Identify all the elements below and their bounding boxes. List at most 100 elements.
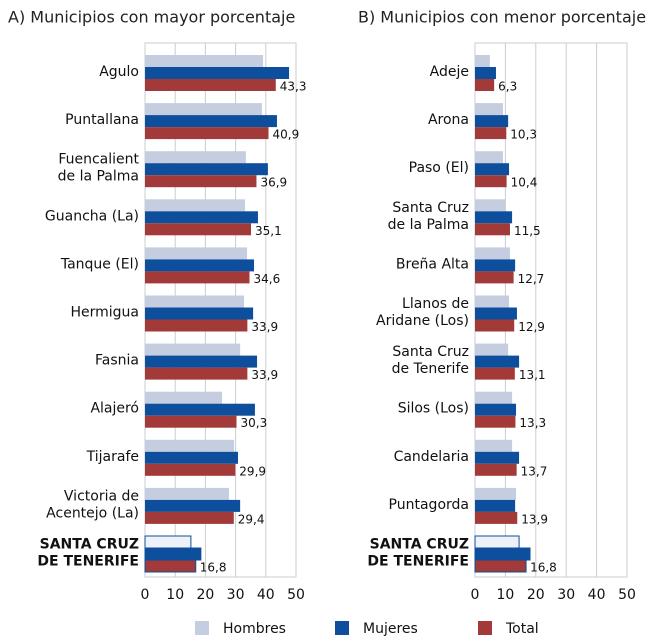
x-tick-label: 20 bbox=[196, 587, 214, 603]
bar bbox=[475, 511, 518, 524]
value-label: 16,8 bbox=[530, 561, 557, 575]
bar bbox=[475, 403, 517, 416]
bar bbox=[145, 115, 277, 128]
category-label: Silos (Los) bbox=[398, 401, 469, 417]
bar bbox=[475, 79, 495, 91]
bar bbox=[475, 223, 510, 236]
bar bbox=[475, 295, 510, 308]
category-label: SANTA CRUZ bbox=[40, 537, 139, 553]
bar bbox=[475, 103, 503, 116]
value-label: 43,3 bbox=[280, 80, 307, 94]
bar bbox=[475, 175, 507, 188]
x-tick-label: 20 bbox=[527, 587, 545, 603]
value-label: 11,5 bbox=[514, 224, 541, 238]
value-label: 12,7 bbox=[518, 272, 545, 286]
category-label: Adeje bbox=[430, 64, 469, 80]
bar bbox=[474, 535, 520, 549]
category-label: Alajeró bbox=[90, 401, 139, 417]
bar bbox=[144, 547, 202, 561]
bar bbox=[145, 127, 269, 140]
bar bbox=[144, 535, 192, 549]
category-label: Aridane (Los) bbox=[376, 313, 469, 329]
bar bbox=[145, 367, 248, 380]
x-tick-label: 40 bbox=[257, 587, 275, 603]
bar bbox=[475, 391, 513, 404]
bar bbox=[145, 199, 245, 212]
x-tick-label: 10 bbox=[166, 587, 184, 603]
legend-label: Mujeres bbox=[363, 621, 418, 637]
bar bbox=[145, 355, 258, 368]
category-label: Puntallana bbox=[65, 112, 139, 128]
value-label: 13,9 bbox=[521, 512, 548, 526]
bar bbox=[145, 103, 262, 116]
bar bbox=[145, 55, 264, 67]
category-label: Santa Cruz bbox=[392, 200, 469, 216]
x-tick-label: 50 bbox=[287, 587, 305, 603]
legend-swatch bbox=[195, 621, 209, 635]
value-label: 10,4 bbox=[511, 176, 538, 190]
legend-swatch bbox=[335, 621, 349, 635]
category-label: Breña Alta bbox=[396, 256, 469, 272]
value-label: 12,9 bbox=[518, 320, 545, 334]
category-label: Victoria de bbox=[64, 488, 139, 504]
category-label: Hermigua bbox=[70, 305, 139, 321]
bar bbox=[475, 247, 510, 260]
bar bbox=[145, 439, 235, 452]
category-label: Arona bbox=[428, 112, 469, 128]
x-tick-label: 30 bbox=[557, 587, 575, 603]
bar bbox=[475, 487, 517, 500]
panel-title: B) Municipios con menor porcentaje bbox=[358, 8, 646, 27]
value-label: 16,8 bbox=[200, 561, 227, 575]
bar bbox=[475, 151, 503, 164]
bar bbox=[145, 151, 246, 164]
bar bbox=[475, 163, 510, 176]
bar bbox=[475, 355, 520, 368]
bar bbox=[145, 259, 255, 272]
bar bbox=[145, 163, 268, 176]
x-tick-label: 50 bbox=[618, 587, 636, 603]
x-tick-label: 0 bbox=[141, 587, 150, 603]
category-label: Paso (El) bbox=[409, 160, 469, 176]
bar bbox=[474, 559, 527, 573]
bar bbox=[475, 67, 496, 79]
legend-label: Hombres bbox=[223, 621, 286, 637]
bar bbox=[145, 487, 229, 500]
bar bbox=[145, 463, 236, 476]
legend-label: Total bbox=[505, 621, 539, 637]
bar bbox=[475, 415, 516, 428]
category-label: de la Palma bbox=[388, 217, 469, 233]
value-label: 29,9 bbox=[239, 464, 266, 478]
bar bbox=[145, 499, 241, 512]
x-tick-label: 30 bbox=[227, 587, 245, 603]
bar bbox=[475, 439, 513, 452]
category-label: Llanos de bbox=[402, 296, 469, 312]
bar bbox=[475, 319, 515, 332]
category-label: DE TENERIFE bbox=[37, 554, 139, 570]
bar bbox=[145, 391, 223, 404]
bar bbox=[145, 403, 255, 416]
value-label: 13,1 bbox=[519, 368, 546, 382]
value-label: 13,7 bbox=[521, 464, 548, 478]
bar bbox=[475, 451, 520, 464]
bar bbox=[145, 211, 258, 224]
bar bbox=[145, 79, 276, 91]
bar bbox=[145, 67, 290, 79]
category-label: Candelaria bbox=[394, 449, 469, 465]
x-tick-label: 40 bbox=[588, 587, 606, 603]
category-label: SANTA CRUZ bbox=[370, 537, 469, 553]
bar bbox=[145, 319, 248, 332]
bar bbox=[475, 211, 513, 224]
bar bbox=[144, 559, 197, 573]
category-label: Tijarafe bbox=[86, 449, 139, 465]
category-label: Agulo bbox=[99, 64, 139, 80]
bar bbox=[475, 307, 517, 320]
bar bbox=[145, 307, 254, 320]
panel-title: A) Municipios con mayor porcentaje bbox=[8, 8, 295, 27]
value-label: 35,1 bbox=[255, 224, 282, 238]
category-label: Guancha (La) bbox=[45, 208, 139, 224]
value-label: 36,9 bbox=[260, 176, 287, 190]
bar bbox=[475, 127, 507, 140]
value-label: 13,3 bbox=[519, 416, 546, 430]
value-label: 30,3 bbox=[241, 416, 268, 430]
